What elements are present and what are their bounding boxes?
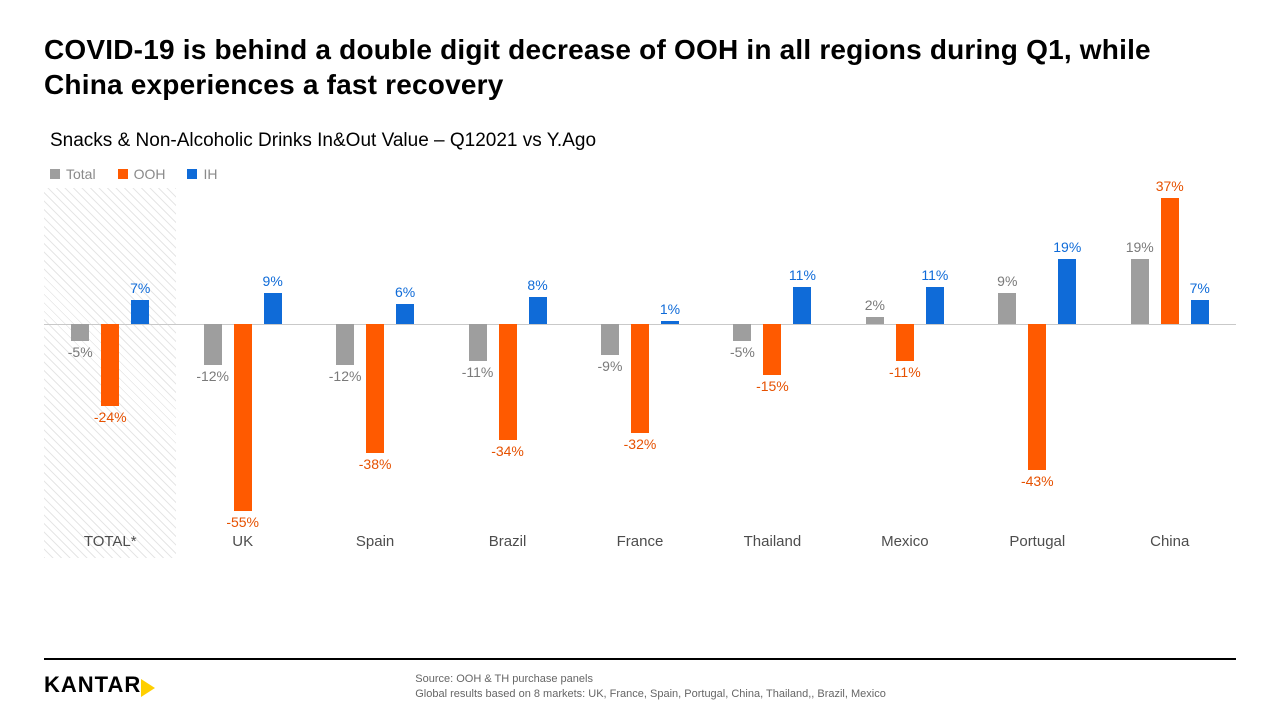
bar-value-label: -32% (610, 436, 670, 452)
bar-value-label: 19% (1037, 239, 1097, 255)
category-group: -5%-15%11%Thailand (706, 188, 838, 558)
bar-value-label: 7% (110, 280, 170, 296)
legend-label: IH (203, 166, 217, 182)
legend-swatch (187, 169, 197, 179)
category-group: 19%37%7%China (1104, 188, 1236, 558)
bar (204, 324, 222, 365)
category-group: -9%-32%1%France (574, 188, 706, 558)
bar-value-label: -43% (1007, 473, 1067, 489)
bar-cluster: -12%-55%9% (176, 188, 308, 558)
page-title: COVID-19 is behind a double digit decrea… (44, 32, 1236, 102)
legend-swatch (118, 169, 128, 179)
category-label: Portugal (1009, 533, 1065, 550)
bar-value-label: 8% (508, 277, 568, 293)
bar (101, 324, 119, 406)
brand-logo: KANTAR (44, 672, 155, 698)
category-label: Spain (356, 533, 394, 550)
category-label: Brazil (489, 533, 527, 550)
bar (793, 287, 811, 324)
bar-value-label: -34% (478, 443, 538, 459)
bar-value-label: -24% (80, 409, 140, 425)
bar-value-label: 9% (243, 273, 303, 289)
bar (366, 324, 384, 453)
legend-item: IH (187, 166, 217, 182)
bar (1131, 259, 1149, 324)
slide: COVID-19 is behind a double digit decrea… (0, 0, 1280, 720)
bar-value-label: -38% (345, 456, 405, 472)
source-note: Source: OOH & TH purchase panels Global … (415, 672, 886, 702)
bar-cluster: -5%-24%7% (44, 188, 176, 558)
source-line-2: Global results based on 8 markets: UK, F… (415, 687, 886, 702)
bar (336, 324, 354, 365)
bar-value-label: 11% (905, 267, 965, 283)
bar-value-label: -15% (742, 378, 802, 394)
logo-text: KANTAR (44, 672, 141, 698)
bar (926, 287, 944, 324)
bar-cluster: 19%37%7% (1104, 188, 1236, 558)
bar-value-label: 9% (977, 273, 1037, 289)
bar-value-label: 1% (640, 301, 700, 317)
bar-cluster: -5%-15%11% (706, 188, 838, 558)
bar (1191, 300, 1209, 324)
logo-mark-icon (141, 677, 155, 695)
bar-value-label: 7% (1170, 280, 1230, 296)
bar (131, 300, 149, 324)
bar (601, 324, 619, 355)
category-label: Thailand (744, 533, 802, 550)
category-label: China (1150, 533, 1189, 550)
bar (896, 324, 914, 361)
legend-swatch (50, 169, 60, 179)
category-group: -11%-34%8%Brazil (441, 188, 573, 558)
legend-item: OOH (118, 166, 166, 182)
bar (631, 324, 649, 433)
category-label: Mexico (881, 533, 929, 550)
category-label: TOTAL* (84, 533, 137, 550)
bar (661, 321, 679, 324)
bar-value-label: -11% (875, 364, 935, 380)
bar (1161, 198, 1179, 324)
bar-cluster: 2% -11% 11% (839, 188, 971, 558)
footer-divider (44, 658, 1236, 660)
bar-value-label: 6% (375, 284, 435, 300)
category-group: 2% -11% 11% Mexico (839, 188, 971, 558)
bar (71, 324, 89, 341)
category-label: France (617, 533, 664, 550)
bar (234, 324, 252, 511)
category-group: -12%-38%6%Spain (309, 188, 441, 558)
bar (1058, 259, 1076, 324)
bar-chart: -5%-24%7%TOTAL*-12%-55%9%UK-12%-38%6%Spa… (44, 188, 1236, 558)
bar (469, 324, 487, 361)
bar-value-label: 2% (845, 297, 905, 313)
bar-value-label: -55% (213, 514, 273, 530)
chart-groups: -5%-24%7%TOTAL*-12%-55%9%UK-12%-38%6%Spa… (44, 188, 1236, 558)
category-group: 9% -43% 19% Portugal (971, 188, 1103, 558)
category-label: UK (232, 533, 253, 550)
bar (998, 293, 1016, 324)
bar-cluster: -9%-32%1% (574, 188, 706, 558)
category-group: -5%-24%7%TOTAL* (44, 188, 176, 558)
bar (499, 324, 517, 440)
legend-item: Total (50, 166, 96, 182)
bar (866, 317, 884, 324)
bar (396, 304, 414, 324)
bar-cluster: -12%-38%6% (309, 188, 441, 558)
legend: Total OOH IH (50, 166, 1236, 182)
bar (1028, 324, 1046, 470)
bar-value-label: 37% (1140, 178, 1200, 194)
category-group: -12%-55%9%UK (176, 188, 308, 558)
bar-cluster: 9% -43% 19% (971, 188, 1103, 558)
bar (763, 324, 781, 375)
legend-label: Total (66, 166, 96, 182)
chart-subtitle: Snacks & Non-Alcoholic Drinks In&Out Val… (50, 130, 1236, 152)
bar (264, 293, 282, 324)
bar (733, 324, 751, 341)
bar-cluster: -11%-34%8% (441, 188, 573, 558)
chart-container: -5%-24%7%TOTAL*-12%-55%9%UK-12%-38%6%Spa… (44, 188, 1236, 644)
bar-value-label: 11% (772, 267, 832, 283)
legend-label: OOH (134, 166, 166, 182)
source-line-1: Source: OOH & TH purchase panels (415, 672, 886, 687)
bar (529, 297, 547, 324)
footer: KANTAR Source: OOH & TH purchase panels … (44, 672, 1236, 720)
